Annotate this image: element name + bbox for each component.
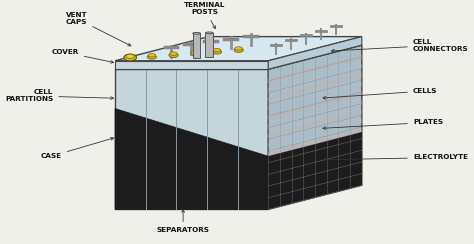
Text: CELL
CONNECTORS: CELL CONNECTORS — [331, 39, 469, 52]
Polygon shape — [115, 61, 268, 69]
Ellipse shape — [126, 57, 135, 61]
Polygon shape — [268, 73, 362, 102]
Text: PLATES: PLATES — [323, 119, 443, 130]
Ellipse shape — [191, 50, 199, 54]
Bar — [193, 33, 201, 58]
Polygon shape — [268, 132, 362, 209]
Polygon shape — [268, 101, 362, 129]
Ellipse shape — [191, 51, 200, 56]
Ellipse shape — [126, 54, 134, 59]
Polygon shape — [268, 110, 362, 138]
Ellipse shape — [148, 54, 155, 57]
Text: VENT
CAPS: VENT CAPS — [66, 12, 131, 46]
Polygon shape — [268, 37, 362, 69]
Ellipse shape — [124, 54, 137, 61]
Polygon shape — [115, 45, 362, 69]
Ellipse shape — [235, 47, 243, 50]
Polygon shape — [268, 91, 362, 120]
Text: CASE: CASE — [41, 137, 114, 159]
Polygon shape — [268, 45, 362, 209]
Ellipse shape — [147, 55, 156, 59]
Polygon shape — [115, 69, 268, 209]
Ellipse shape — [205, 32, 213, 34]
Polygon shape — [268, 128, 362, 156]
Text: COVER: COVER — [52, 49, 113, 63]
Text: CELL
PARTITIONS: CELL PARTITIONS — [5, 89, 113, 102]
Polygon shape — [268, 119, 362, 147]
Text: CELLS: CELLS — [323, 88, 438, 99]
Text: SEPARATORS: SEPARATORS — [156, 210, 210, 233]
Polygon shape — [268, 55, 362, 83]
Text: TERMINAL
POSTS: TERMINAL POSTS — [184, 2, 225, 29]
Ellipse shape — [212, 50, 222, 54]
Ellipse shape — [234, 48, 243, 52]
Ellipse shape — [170, 52, 177, 55]
Polygon shape — [115, 109, 268, 209]
Ellipse shape — [193, 32, 201, 34]
Ellipse shape — [213, 49, 221, 52]
Polygon shape — [115, 37, 362, 61]
Text: ELECTROLYTE: ELECTROLYTE — [323, 154, 468, 161]
Ellipse shape — [169, 53, 178, 58]
Bar — [205, 33, 213, 57]
Ellipse shape — [126, 55, 134, 59]
Polygon shape — [268, 64, 362, 92]
Polygon shape — [268, 82, 362, 111]
